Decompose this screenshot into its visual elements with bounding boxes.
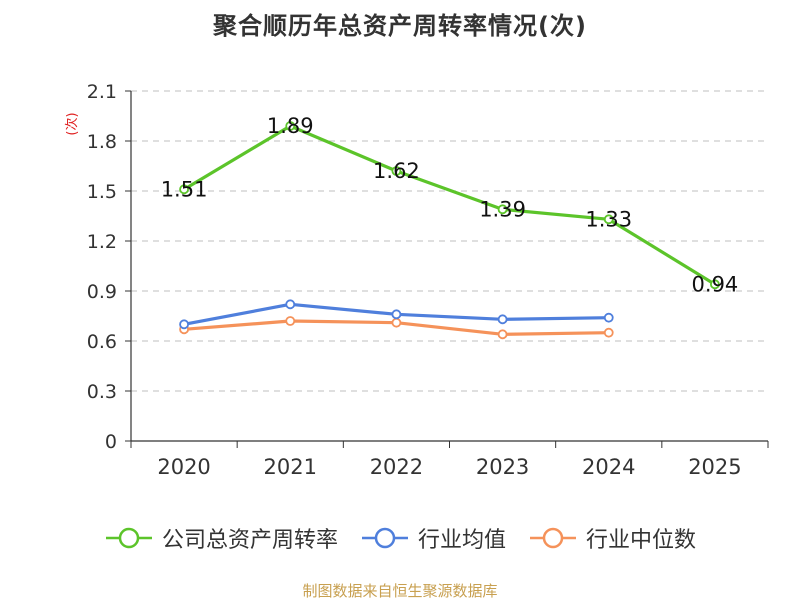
x-tick-label: 2024 <box>582 455 635 479</box>
series-2 <box>179 316 614 340</box>
y-tick-label: 1.5 <box>87 181 117 203</box>
data-point <box>497 314 508 325</box>
data-point <box>285 299 296 310</box>
data-label: 1.39 <box>479 197 526 221</box>
series-1 <box>179 299 614 330</box>
data-point <box>391 309 402 320</box>
legend-marker-icon <box>105 527 152 549</box>
x-tick-label: 2021 <box>264 455 317 479</box>
grid-lines <box>131 90 768 392</box>
line-chart: 00.30.60.91.21.51.82.1 2020 2021 2022 2023 2… <box>64 81 769 479</box>
data-label: 0.94 <box>692 272 739 296</box>
source-note: 制图数据来自恒生聚源数据库 <box>302 582 498 600</box>
y-tick-label: 1.2 <box>87 231 117 253</box>
legend-item[interactable]: 行业中位数 <box>528 522 696 554</box>
data-point <box>285 121 296 131</box>
legend: 公司总资产周转率 行业均值 行业中位数 <box>0 518 800 558</box>
y-axis-unit-label: (次) <box>64 112 80 135</box>
legend-label: 行业中位数 <box>586 528 697 553</box>
legend-marker-icon <box>530 527 576 549</box>
y-tick-label: 1.8 <box>87 131 117 153</box>
data-point <box>179 184 189 195</box>
series-0 <box>179 121 720 290</box>
data-point <box>710 279 720 290</box>
data-point <box>497 329 508 340</box>
data-point <box>603 214 614 225</box>
y-tick-label: 0.3 <box>87 381 117 403</box>
x-tick-label: 2022 <box>370 455 423 479</box>
data-point <box>285 316 296 326</box>
y-tick-label: 0 <box>105 431 117 453</box>
data-label: 1.89 <box>267 114 314 138</box>
data-point <box>603 312 614 323</box>
y-tick-labels: 0 0.3 0.6 0.9 1.2 1.5 1.8 2.1 <box>87 81 117 453</box>
series-line <box>182 124 717 286</box>
series-lines <box>179 121 720 340</box>
x-tick-label: 2025 <box>688 455 741 479</box>
data-point <box>179 319 189 330</box>
x-tick-label: 2020 <box>157 455 210 479</box>
y-tick-label: 0.9 <box>87 281 117 303</box>
chart-title: 聚合顺历年总资产周转率情况(次) <box>213 12 587 40</box>
data-labels: 1.51 1.89 1.62 1.39 1.33 0.94 <box>161 114 739 296</box>
data-point <box>391 166 402 176</box>
data-point <box>391 317 402 328</box>
data-label: 1.51 <box>161 177 208 201</box>
data-label: 1.33 <box>585 207 632 231</box>
legend-marker-icon <box>361 527 408 549</box>
data-label: 1.62 <box>373 159 420 183</box>
legend-label: 公司总资产周转率 <box>161 528 338 553</box>
data-point <box>603 327 614 338</box>
y-tick-label: 0.6 <box>87 331 117 353</box>
legend-label: 行业均值 <box>417 528 506 553</box>
legend-item[interactable]: 行业均值 <box>360 522 506 554</box>
y-tick-label: 2.1 <box>87 81 117 103</box>
data-point <box>497 204 508 215</box>
axes <box>125 90 769 448</box>
legend-item[interactable]: 公司总资产周转率 <box>104 522 338 554</box>
x-tick-labels: 2020 2021 2022 2023 2024 2025 <box>157 455 741 479</box>
x-tick-label: 2023 <box>476 455 529 479</box>
